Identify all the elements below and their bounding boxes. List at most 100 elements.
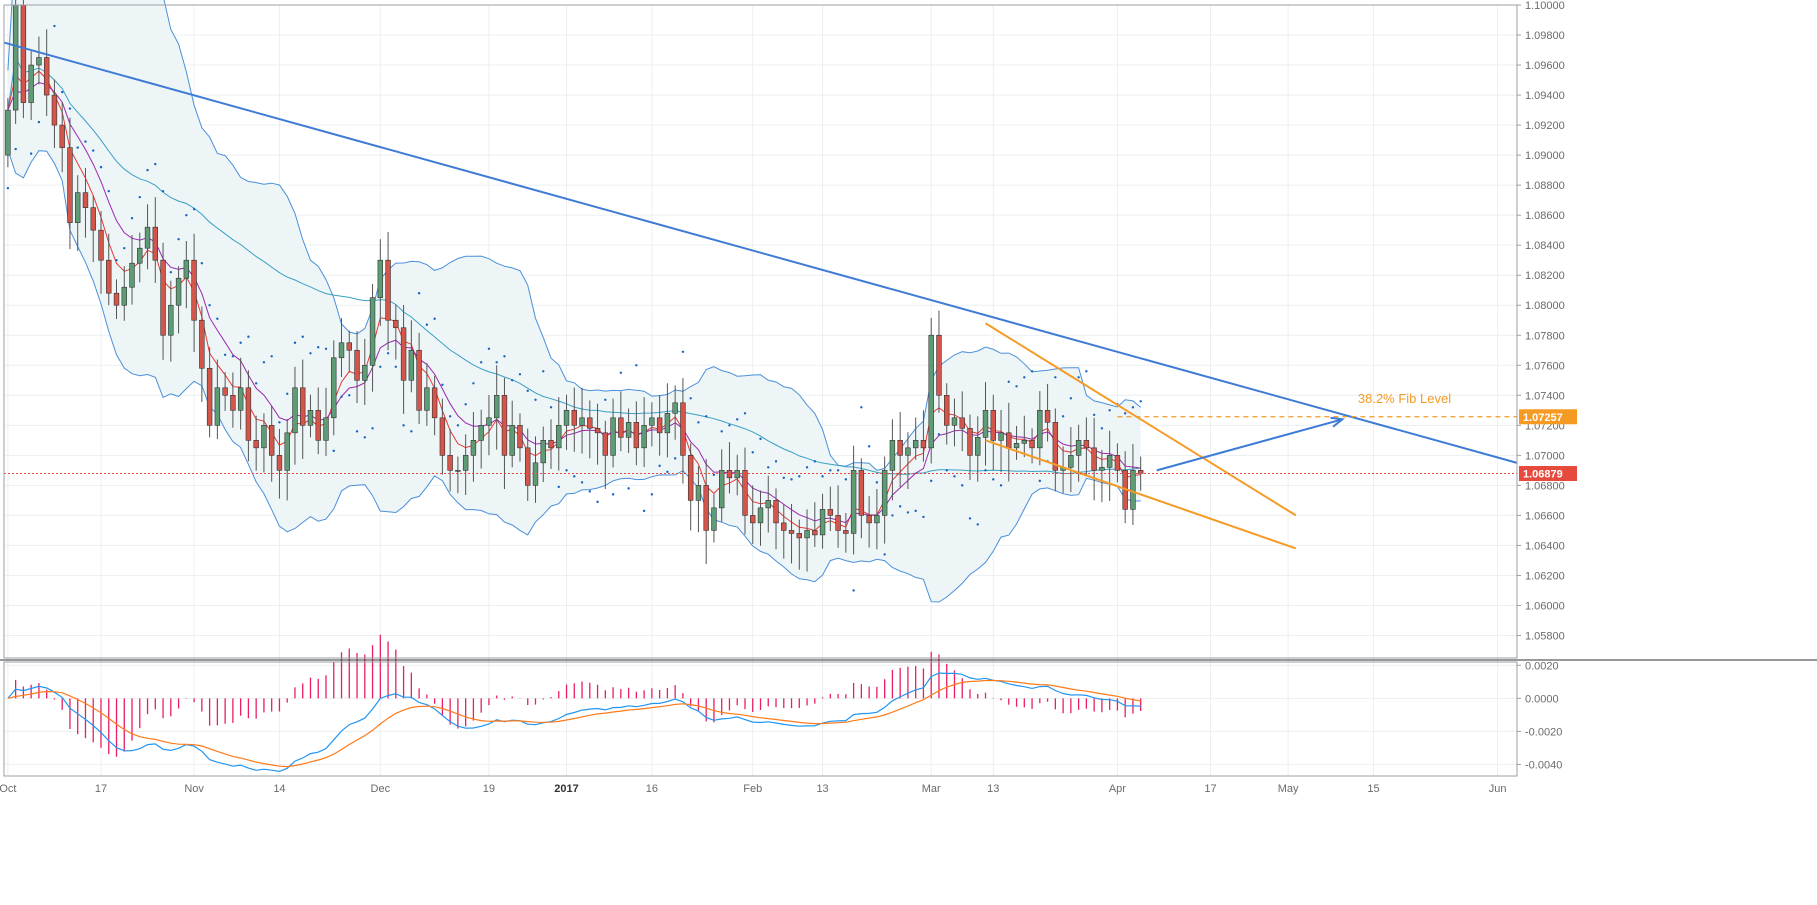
candle-body <box>268 425 275 456</box>
candle-body <box>315 410 321 441</box>
candle-body <box>920 440 927 449</box>
sar-dot <box>441 383 444 386</box>
candle-body <box>548 440 554 449</box>
sar-dot <box>309 352 312 355</box>
candle-body <box>625 422 632 438</box>
sar-dot <box>836 469 840 472</box>
sar-dot <box>619 371 623 374</box>
sar-dot <box>999 484 1003 487</box>
y-tick-label: 1.09200 <box>1525 120 1565 132</box>
sar-dot <box>704 415 708 418</box>
candle-body <box>672 402 678 414</box>
y-tick-label: 1.08600 <box>1525 210 1565 222</box>
candle-body <box>742 470 748 516</box>
sar-dot <box>945 469 948 472</box>
y-tick-label: 1.06600 <box>1525 510 1565 522</box>
sar-dot <box>604 398 607 402</box>
candle-body <box>90 207 96 231</box>
candle-body <box>602 432 609 456</box>
candle-body <box>175 277 182 306</box>
upper-band <box>7 0 1142 471</box>
y-tick-label: 1.09000 <box>1525 150 1565 162</box>
candle-body <box>905 447 911 456</box>
sar-dot <box>146 168 149 172</box>
candle-body <box>703 485 709 531</box>
sar-dot <box>76 146 79 149</box>
candle-body <box>393 319 399 329</box>
candle-body <box>951 417 958 426</box>
x-tick-label: May <box>1278 783 1299 795</box>
candle-body <box>680 402 686 456</box>
candle-body <box>998 432 1004 441</box>
candle-body <box>563 410 570 426</box>
sar-dot <box>1007 380 1010 383</box>
sar-dot <box>278 421 281 424</box>
y-tick-label: 1.07400 <box>1525 390 1565 402</box>
sar-dot <box>860 406 863 409</box>
candle-body <box>827 509 834 516</box>
candle-body <box>975 437 981 456</box>
sar-dot <box>666 470 669 474</box>
sar-dot <box>736 418 739 421</box>
candle-body <box>1137 470 1144 474</box>
sar-dot <box>518 373 522 376</box>
sar-dot <box>549 406 553 409</box>
sar-dot <box>123 246 126 250</box>
candle-body <box>525 447 531 486</box>
sar-dot <box>728 424 731 427</box>
candle-body <box>928 334 934 449</box>
sar-dot <box>293 341 297 344</box>
sar-dot <box>1100 427 1104 430</box>
candle-body <box>796 533 803 539</box>
sar-dot <box>503 355 506 358</box>
candle-body <box>641 425 647 449</box>
candle-body <box>540 440 546 464</box>
sar-dot <box>495 361 498 364</box>
candle-body <box>230 394 236 411</box>
candle-body <box>571 410 577 426</box>
candle-body <box>455 470 461 472</box>
sar-dot <box>759 437 762 441</box>
sar-dot <box>681 350 685 353</box>
sar-dot <box>697 421 700 424</box>
candle-body <box>664 413 671 434</box>
sar-dot <box>611 493 615 496</box>
candle-body <box>67 147 73 223</box>
candle-body <box>284 432 290 471</box>
y-tick-label: 1.06800 <box>1525 480 1565 492</box>
sar-dot <box>829 469 832 472</box>
x-tick-label: Dec <box>371 783 391 795</box>
candle-body <box>897 440 903 456</box>
sar-dot <box>891 514 894 517</box>
candle-body <box>501 394 508 456</box>
sar-dot <box>185 213 188 217</box>
candle-body <box>757 507 764 524</box>
candle-body <box>610 417 616 456</box>
candle-body <box>206 367 213 426</box>
sar-dot <box>844 478 848 481</box>
candle-body <box>323 417 329 441</box>
sar-dot <box>53 24 56 28</box>
candle-body <box>1052 422 1059 471</box>
candle-body <box>1068 455 1074 468</box>
sar-dot <box>1069 397 1073 400</box>
candle-body <box>199 319 205 369</box>
candle-body <box>478 425 484 441</box>
sar-dot <box>154 162 157 166</box>
sar-dot <box>1061 415 1065 418</box>
sar-dot <box>922 515 925 519</box>
candle-body <box>36 57 42 66</box>
last-price-tag <box>1519 466 1577 482</box>
sar-dot <box>208 304 211 307</box>
sar-dot <box>596 500 599 504</box>
candle-body <box>222 387 228 396</box>
sar-dot <box>254 382 258 385</box>
candle-body <box>1044 410 1051 423</box>
candle-body <box>20 4 27 103</box>
candle-body <box>1083 440 1090 449</box>
sar-dot <box>355 430 359 433</box>
candle-body <box>416 349 422 411</box>
fib-price-label: 1.07257 <box>1523 412 1563 424</box>
macd-pane-frame <box>3 661 1518 777</box>
